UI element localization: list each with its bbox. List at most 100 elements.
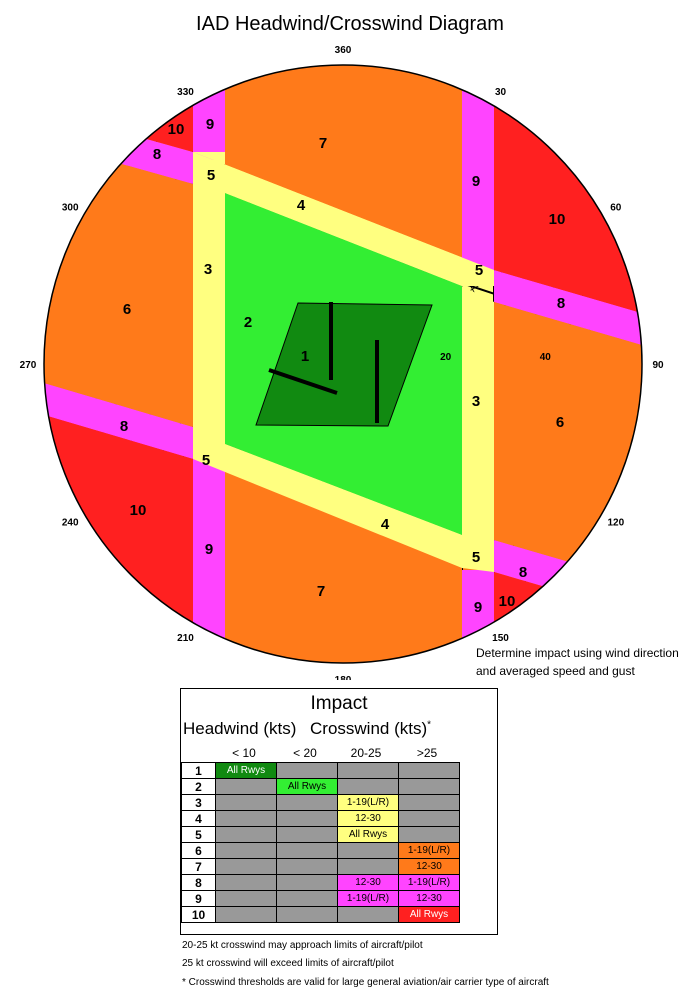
- impact-grid: 1 All Rwys 2 All Rwys 3 1-19(L/R) 4 12-30 5 All R…: [181, 762, 460, 923]
- headwind-label: Headwind (kts): [183, 719, 297, 738]
- wind-rose-diagram: 360 30 60 90 120 150 180 210 240 270 300 330 20 40 1 2 3…: [20, 45, 664, 680]
- impact-level: 8: [181, 874, 216, 891]
- zone-label: 3: [204, 261, 212, 278]
- impact-cell: [276, 810, 338, 827]
- impact-cell: [276, 858, 338, 875]
- yellow-west-strip: [193, 184, 225, 444]
- impact-cell: All Rwys: [337, 826, 399, 843]
- outer-circle: [43, 64, 643, 664]
- compass-label: 270: [20, 360, 37, 371]
- impact-cell: [276, 794, 338, 811]
- zone-label: 5: [475, 262, 483, 279]
- impact-row: 5 All Rwys: [181, 826, 460, 843]
- impact-cell: [215, 890, 277, 907]
- impact-cell: 12-30: [337, 810, 399, 827]
- speed-label: 40: [540, 352, 552, 363]
- zone-label: 10: [499, 593, 516, 610]
- impact-cell: 1-19(L/R): [337, 794, 399, 811]
- zone-label: 10: [549, 211, 566, 228]
- column-header: < 20: [293, 746, 317, 760]
- impact-cell: All Rwys: [215, 762, 277, 779]
- impact-cell: 12-30: [398, 858, 460, 875]
- yellow-bottom-strip: [193, 444, 494, 572]
- impact-cell: 1-19(L/R): [337, 890, 399, 907]
- impact-row: 6 1-19(L/R): [181, 842, 460, 859]
- compass-label: 60: [610, 203, 622, 214]
- impact-cell: 12-30: [337, 874, 399, 891]
- impact-cell: [337, 762, 399, 779]
- impact-row: 8 12-30 1-19(L/R): [181, 874, 460, 891]
- impact-cell: [398, 810, 460, 827]
- zone-label: 10: [130, 502, 147, 519]
- impact-level: 9: [181, 890, 216, 907]
- compass-label: 330: [177, 87, 194, 98]
- impact-cell: [215, 778, 277, 795]
- magenta-strip-nw-top: [193, 65, 225, 152]
- column-header: 20-25: [350, 746, 382, 760]
- impact-cell: [398, 778, 460, 795]
- compass-label: 240: [62, 518, 79, 529]
- impact-row: 3 1-19(L/R): [181, 794, 460, 811]
- red-corner-nw: [44, 65, 193, 152]
- impact-cell: [337, 778, 399, 795]
- crosswind-asterisk: *: [427, 719, 432, 731]
- zone-label: 6: [556, 414, 564, 431]
- zone-label: 8: [557, 295, 565, 312]
- footnote: 20-25 kt crosswind may approach limits o…: [182, 940, 423, 951]
- impact-cell: 1-19(L/R): [398, 874, 460, 891]
- compass-label: 90: [652, 360, 664, 371]
- magenta-strip-sw-top: [193, 459, 225, 663]
- yellow-top-strip: [193, 152, 494, 286]
- speed-label: 20: [440, 352, 452, 363]
- impact-level: 3: [181, 794, 216, 811]
- zone-label: 9: [206, 116, 214, 133]
- compass-label: 210: [177, 633, 194, 644]
- zone-label: 3: [472, 393, 480, 410]
- impact-cell: [276, 826, 338, 843]
- impact-cell: [276, 906, 338, 923]
- zone-label: 6: [123, 301, 131, 318]
- compass-label: 300: [62, 203, 79, 214]
- orange-zone-lower: [225, 444, 462, 663]
- impact-level: 6: [181, 842, 216, 859]
- impact-level: 4: [181, 810, 216, 827]
- impact-row: 10 All Rwys: [181, 906, 460, 923]
- impact-row: 2 All Rwys: [181, 778, 460, 795]
- impact-cell: [398, 794, 460, 811]
- zone-label: 7: [317, 583, 325, 600]
- impact-title: Impact: [310, 693, 368, 714]
- impact-cell: [398, 826, 460, 843]
- impact-cell: [215, 826, 277, 843]
- zone-label: 8: [120, 418, 128, 435]
- zone-label: 4: [381, 516, 390, 533]
- impact-cell: [276, 762, 338, 779]
- crosswind-label-text: Crosswind (kts): [310, 719, 428, 738]
- crosswind-label: Crosswind (kts)*: [310, 719, 431, 739]
- impact-cell: [337, 858, 399, 875]
- impact-table: Impact Headwind (kts) Crosswind (kts)* <…: [180, 688, 498, 935]
- impact-cell: [215, 874, 277, 891]
- impact-cell: [215, 810, 277, 827]
- impact-cell: [215, 842, 277, 859]
- impact-row: 9 1-19(L/R) 12-30: [181, 890, 460, 907]
- impact-cell: [215, 906, 277, 923]
- yellow-east-strip: [462, 286, 494, 540]
- compass-label: 180: [335, 675, 352, 680]
- zone-label: 8: [153, 146, 161, 163]
- impact-cell: All Rwys: [276, 778, 338, 795]
- impact-cell: [337, 842, 399, 859]
- zone-label: 7: [319, 135, 327, 152]
- zone-label: 8: [519, 564, 527, 581]
- zone-label: 4: [297, 197, 306, 214]
- zone-label: 9: [474, 599, 482, 616]
- diagram-title: IAD Headwind/Crosswind Diagram: [196, 13, 504, 35]
- footnote: 25 kt crosswind will exceed limits of ai…: [182, 958, 394, 969]
- impact-cell: All Rwys: [398, 906, 460, 923]
- impact-cell: [337, 906, 399, 923]
- zone-label: 1: [301, 348, 309, 365]
- impact-level: 7: [181, 858, 216, 875]
- impact-cell: [215, 858, 277, 875]
- footnote: * Crosswind thresholds are valid for lar…: [182, 977, 549, 988]
- impact-cell: [276, 842, 338, 859]
- impact-cell: [276, 874, 338, 891]
